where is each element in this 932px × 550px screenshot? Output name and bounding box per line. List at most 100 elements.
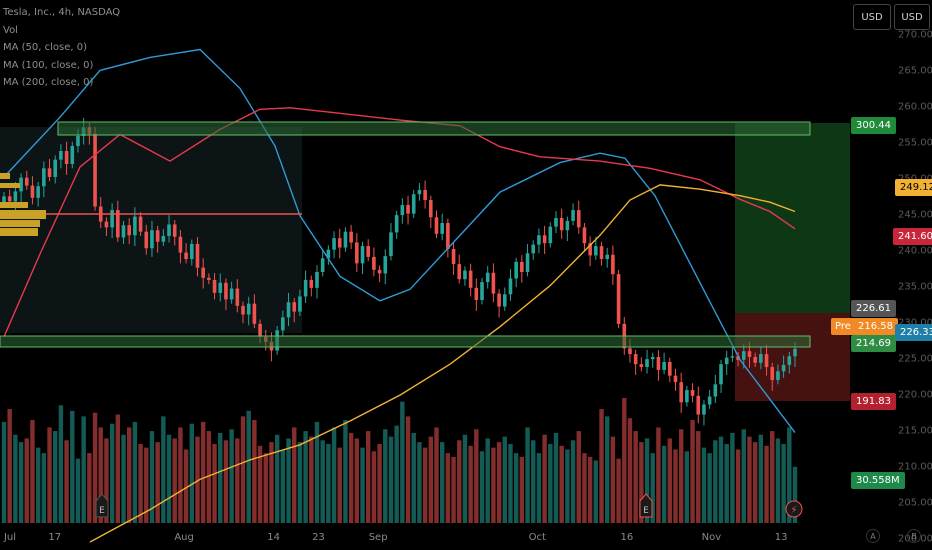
candle-body[interactable] — [207, 277, 211, 280]
candle-body[interactable] — [537, 235, 541, 245]
candle-body[interactable] — [161, 236, 166, 242]
candle-body[interactable] — [144, 231, 149, 249]
candle-body[interactable] — [303, 279, 308, 297]
candle-body[interactable] — [93, 133, 97, 207]
candle-body[interactable] — [724, 357, 729, 365]
candle-body[interactable] — [599, 246, 604, 260]
candle-body[interactable] — [548, 226, 553, 244]
ma-200-line[interactable] — [89, 184, 796, 543]
candle-body[interactable] — [24, 177, 29, 186]
candle-body[interactable] — [59, 151, 63, 160]
candle-body[interactable] — [485, 272, 490, 283]
candle-body[interactable] — [633, 354, 638, 365]
candle-body[interactable] — [639, 364, 644, 368]
candle-body[interactable] — [576, 210, 581, 228]
candle-body[interactable] — [514, 261, 518, 279]
candle-body[interactable] — [155, 230, 160, 242]
candle-body[interactable] — [332, 238, 336, 250]
candle-body[interactable] — [713, 384, 718, 397]
currency-button[interactable]: USD — [853, 4, 891, 30]
candle-body[interactable] — [588, 243, 592, 256]
candle-body[interactable] — [542, 235, 547, 244]
candle-body[interactable] — [150, 230, 154, 249]
candle-body[interactable] — [759, 354, 763, 363]
candle-body[interactable] — [776, 371, 780, 380]
candle-body[interactable] — [13, 191, 18, 202]
candle-body[interactable] — [474, 287, 479, 301]
earnings-marker-1[interactable]: E — [95, 493, 109, 518]
candle-body[interactable] — [736, 356, 740, 360]
candle-body[interactable] — [428, 200, 433, 218]
candle-body[interactable] — [565, 220, 570, 231]
candle-body[interactable] — [383, 256, 388, 274]
candle-body[interactable] — [229, 288, 234, 300]
candle-body[interactable] — [679, 382, 683, 403]
candle-body[interactable] — [389, 232, 393, 257]
candle-body[interactable] — [292, 302, 297, 312]
candle-body[interactable] — [781, 364, 786, 372]
candle-body[interactable] — [690, 390, 695, 396]
candle-body[interactable] — [64, 151, 69, 164]
candle-body[interactable] — [127, 225, 131, 236]
candle-body[interactable] — [707, 396, 712, 405]
candle-body[interactable] — [355, 242, 359, 264]
candle-body[interactable] — [298, 296, 302, 312]
candle-body[interactable] — [451, 248, 456, 265]
support-band[interactable] — [0, 335, 811, 348]
candle-body[interactable] — [491, 272, 496, 294]
candle-body[interactable] — [184, 252, 188, 260]
candle-body[interactable] — [36, 186, 40, 198]
candle-body[interactable] — [645, 359, 649, 368]
candle-body[interactable] — [559, 218, 564, 231]
candle-body[interactable] — [394, 215, 399, 233]
candle-body[interactable] — [400, 205, 405, 216]
candle-body[interactable] — [497, 293, 501, 307]
candle-body[interactable] — [656, 356, 661, 370]
candle-body[interactable] — [218, 282, 223, 293]
legend-ma-100[interactable]: MA (100, close, 0) — [3, 59, 94, 71]
candle-body[interactable] — [457, 264, 462, 280]
candle-body[interactable] — [42, 168, 46, 187]
candle-body[interactable] — [30, 185, 35, 198]
candle-body[interactable] — [702, 404, 706, 415]
candle-body[interactable] — [76, 135, 80, 146]
candle-body[interactable] — [53, 159, 58, 177]
log-scale-button[interactable]: B — [907, 529, 921, 543]
candle-body[interactable] — [195, 243, 200, 268]
candle-body[interactable] — [281, 317, 285, 331]
candle-body[interactable] — [696, 395, 701, 415]
candle-body[interactable] — [406, 205, 410, 214]
candle-body[interactable] — [480, 282, 484, 301]
candle-body[interactable] — [463, 270, 467, 280]
candle-body[interactable] — [531, 244, 536, 254]
candle-body[interactable] — [337, 238, 342, 248]
candle-body[interactable] — [286, 302, 291, 318]
candle-body[interactable] — [611, 254, 615, 275]
candle-body[interactable] — [167, 224, 171, 236]
candle-body[interactable] — [2, 196, 6, 203]
candle-body[interactable] — [741, 351, 746, 360]
candle-body[interactable] — [787, 356, 792, 365]
candle-body[interactable] — [133, 216, 137, 236]
candle-body[interactable] — [594, 246, 598, 256]
candle-body[interactable] — [104, 221, 109, 228]
candle-body[interactable] — [116, 210, 120, 238]
currency-button-secondary[interactable]: USD — [894, 4, 930, 30]
candle-body[interactable] — [719, 364, 723, 385]
candle-body[interactable] — [212, 279, 217, 293]
candle-body[interactable] — [616, 274, 621, 324]
candle-body[interactable] — [605, 254, 610, 260]
candle-body[interactable] — [508, 278, 513, 295]
candle-body[interactable] — [252, 303, 257, 324]
candle-body[interactable] — [502, 294, 507, 307]
candle-body[interactable] — [730, 356, 735, 358]
candle-body[interactable] — [520, 261, 524, 272]
earnings-marker-2[interactable]: E — [639, 493, 653, 518]
candle-body[interactable] — [747, 351, 752, 357]
candle-body[interactable] — [411, 194, 416, 214]
candle-body[interactable] — [235, 288, 240, 306]
candle-body[interactable] — [19, 177, 23, 192]
candle-body[interactable] — [178, 236, 183, 253]
candle-body[interactable] — [70, 146, 75, 164]
candle-body[interactable] — [258, 323, 262, 337]
